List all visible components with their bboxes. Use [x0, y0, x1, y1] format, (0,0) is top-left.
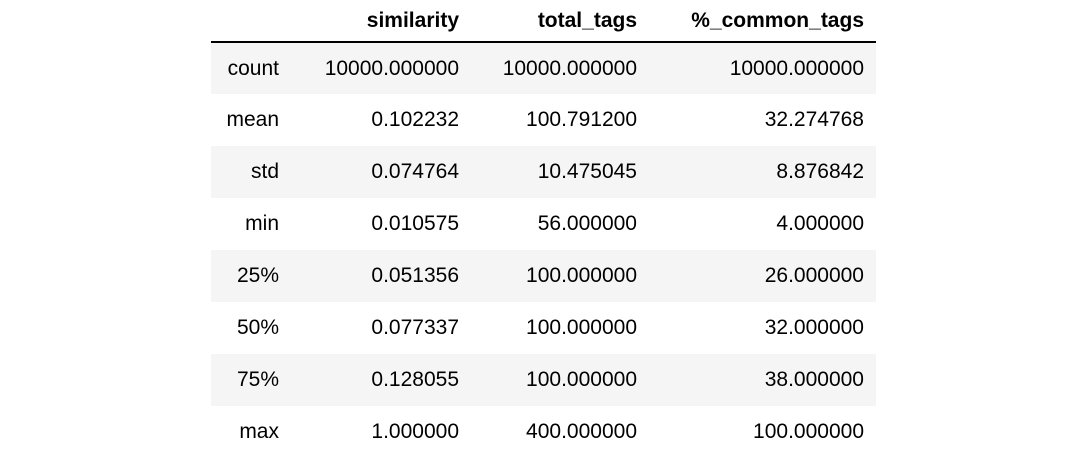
describe-table: similarity total_tags %_common_tags coun… — [211, 0, 876, 458]
cell-similarity: 0.077337 — [371, 316, 459, 339]
table-row: count 10000.000000 10000.000000 10000.00… — [211, 42, 876, 94]
table-header: similarity total_tags %_common_tags — [211, 0, 876, 43]
cell-similarity: 0.051356 — [371, 264, 459, 287]
cell-common-tags: 26.000000 — [764, 264, 864, 287]
table-row: max 1.000000 400.000000 100.000000 — [211, 406, 876, 458]
row-index: 25% — [236, 264, 279, 287]
cell-similarity: 0.074764 — [371, 160, 459, 183]
cell-common-tags: 10000.000000 — [729, 56, 864, 80]
table-row: 75% 0.128055 100.000000 38.000000 — [211, 354, 876, 406]
cell-similarity: 10000.000000 — [324, 56, 459, 80]
cell-common-tags: 100.000000 — [753, 420, 864, 443]
column-header-total-tags: total_tags — [471, 0, 649, 43]
cell-total-tags: 100.000000 — [526, 264, 637, 287]
cell-total-tags: 100.791200 — [526, 108, 637, 131]
cell-similarity: 0.102232 — [371, 108, 459, 131]
cell-similarity: 0.010575 — [371, 212, 459, 235]
cell-total-tags: 400.000000 — [526, 420, 637, 443]
table-row: 50% 0.077337 100.000000 32.000000 — [211, 302, 876, 354]
column-header-similarity: similarity — [291, 0, 471, 43]
table-row: min 0.010575 56.000000 4.000000 — [211, 198, 876, 250]
cell-common-tags: 32.000000 — [764, 316, 864, 339]
table-row: 25% 0.051356 100.000000 26.000000 — [211, 250, 876, 302]
row-index: std — [250, 160, 279, 183]
row-index: max — [239, 420, 279, 443]
table-row: mean 0.102232 100.791200 32.274768 — [211, 94, 876, 146]
column-header-common-tags: %_common_tags — [649, 0, 876, 43]
cell-total-tags: 56.000000 — [537, 212, 637, 235]
row-index: min — [245, 212, 279, 235]
row-index: 50% — [236, 316, 279, 339]
cell-total-tags: 100.000000 — [526, 316, 637, 339]
row-index: mean — [226, 108, 279, 131]
dataframe-output: similarity total_tags %_common_tags coun… — [211, 0, 876, 458]
header-row: similarity total_tags %_common_tags — [211, 0, 876, 43]
table-row: std 0.074764 10.475045 8.876842 — [211, 146, 876, 198]
cell-total-tags: 10000.000000 — [502, 56, 637, 80]
cell-total-tags: 10.475045 — [537, 160, 637, 183]
cell-common-tags: 38.000000 — [764, 368, 864, 391]
cell-common-tags: 8.876842 — [776, 160, 864, 183]
cell-total-tags: 100.000000 — [526, 368, 637, 391]
index-header — [211, 0, 291, 43]
cell-similarity: 0.128055 — [371, 368, 459, 391]
row-index: 75% — [236, 368, 279, 391]
cell-common-tags: 4.000000 — [776, 212, 864, 235]
cell-similarity: 1.000000 — [371, 420, 459, 443]
cell-common-tags: 32.274768 — [764, 108, 864, 131]
table-body: count 10000.000000 10000.000000 10000.00… — [211, 42, 876, 458]
row-index: count — [227, 56, 279, 80]
